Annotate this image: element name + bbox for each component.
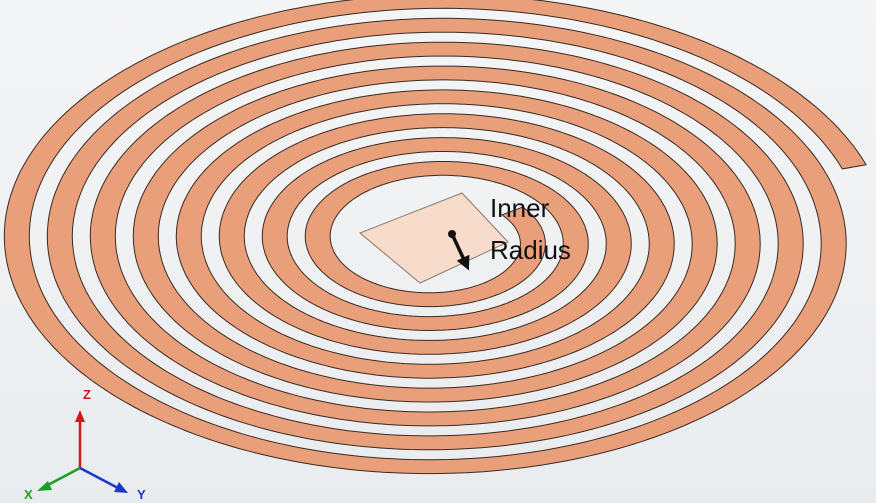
cad-viewport: Inner Radius Z Y X [0, 0, 876, 503]
z-label: Z [83, 387, 91, 402]
y-label: Y [137, 487, 146, 502]
x-label: X [24, 487, 33, 502]
annotation-line: Radius [490, 235, 571, 265]
annotation-line: Inner [490, 193, 550, 223]
